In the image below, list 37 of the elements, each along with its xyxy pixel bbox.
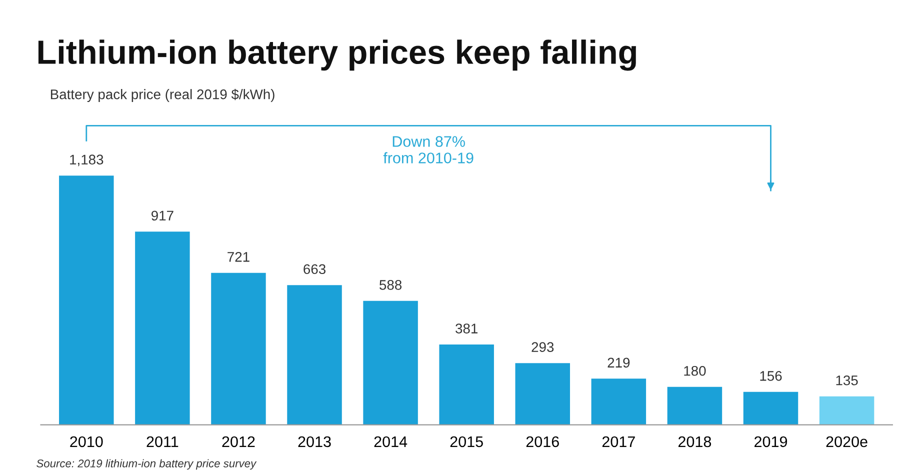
text: Down 87% from 2010-19 bbox=[383, 136, 474, 164]
x-tick-label: 2018 bbox=[678, 436, 712, 448]
data-label: 721 bbox=[228, 252, 250, 262]
bar bbox=[211, 272, 266, 425]
bar bbox=[515, 363, 570, 425]
data-label: 1,183 bbox=[70, 154, 104, 166]
x-tick-label: 2019 bbox=[754, 436, 788, 448]
data-label: 219 bbox=[608, 358, 630, 368]
x-tick-label: 2014 bbox=[374, 436, 408, 448]
bar bbox=[287, 285, 342, 425]
x-tick-label: 2013 bbox=[298, 436, 331, 448]
bar bbox=[667, 386, 722, 425]
x-tick-label: 2020e bbox=[826, 436, 868, 448]
chart-title: Lithium-ion battery prices keep falling bbox=[38, 40, 636, 71]
x-tick-label: 2016 bbox=[526, 436, 559, 448]
data-label: 381 bbox=[456, 324, 478, 334]
data-label: 663 bbox=[304, 264, 326, 274]
bar bbox=[59, 176, 114, 425]
x-tick-label: 2012 bbox=[222, 436, 255, 448]
data-label: 135 bbox=[836, 375, 858, 386]
bar bbox=[743, 392, 798, 425]
data-label: 180 bbox=[684, 366, 706, 376]
x-tick-label: 2010 bbox=[70, 436, 103, 448]
data-label: 156 bbox=[760, 371, 782, 381]
bar bbox=[591, 378, 646, 425]
chart-subtitle: Battery pack price (real 2019 $/kWh) bbox=[50, 88, 274, 102]
x-tick-label: 2015 bbox=[450, 436, 483, 448]
x-tick-label: 2017 bbox=[602, 436, 635, 448]
data-label: 293 bbox=[532, 342, 554, 352]
x-tick-label: 2011 bbox=[146, 436, 178, 448]
data-label: 917 bbox=[152, 210, 174, 221]
data-label: 588 bbox=[380, 280, 402, 290]
source-note: Source: 2019 lithium-ion battery price survey bbox=[36, 459, 257, 470]
bar bbox=[439, 344, 494, 425]
bar bbox=[819, 396, 874, 425]
bar bbox=[363, 300, 418, 425]
bar bbox=[135, 232, 190, 425]
